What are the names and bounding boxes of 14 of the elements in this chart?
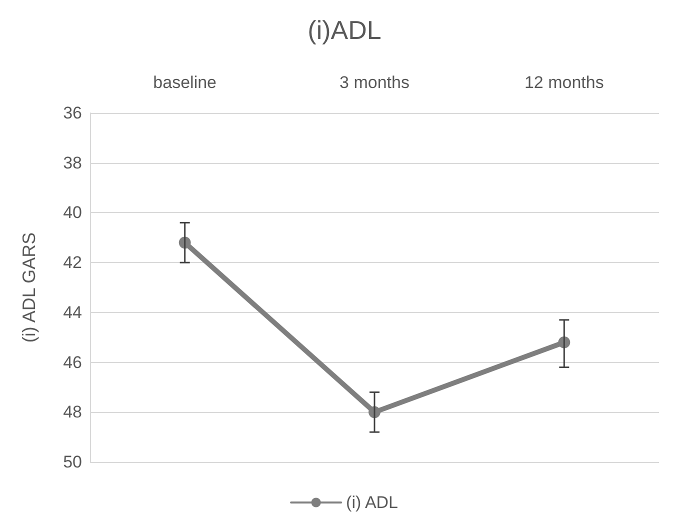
x-tick-label: 3 months (340, 73, 410, 92)
y-tick-label: 50 (63, 452, 82, 472)
y-tick-label: 40 (63, 203, 82, 222)
legend-label: (i) ADL (346, 493, 398, 512)
chart-title: (i)ADL (308, 15, 382, 45)
y-tick-label: 44 (63, 302, 82, 322)
y-tick-label: 36 (63, 104, 82, 122)
y-tick-label: 42 (63, 253, 82, 272)
y-tick-label: 46 (63, 352, 82, 372)
y-tick-label: 38 (63, 153, 82, 172)
x-tick-label: baseline (153, 73, 216, 92)
y-tick-label: 48 (63, 402, 82, 422)
y-axis-title: (i) ADL GARS (19, 232, 39, 343)
x-tick-label: 12 months (524, 73, 604, 92)
